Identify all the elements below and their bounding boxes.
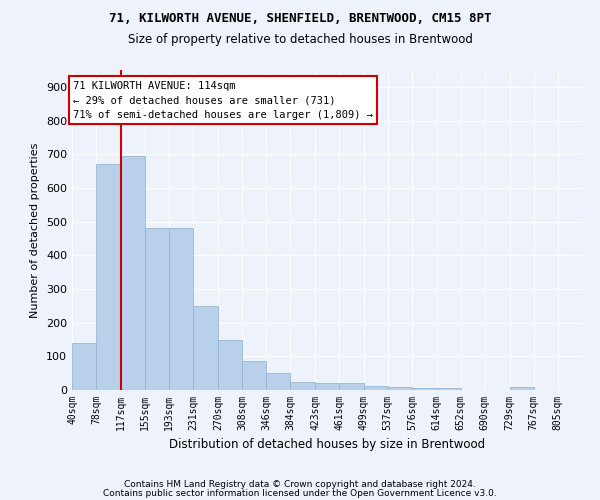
Bar <box>340 384 364 390</box>
Bar <box>193 306 218 390</box>
Bar <box>121 156 145 390</box>
Bar <box>290 382 315 390</box>
Bar <box>169 228 193 390</box>
Bar <box>266 373 290 390</box>
Text: 71 KILWORTH AVENUE: 114sqm
← 29% of detached houses are smaller (731)
71% of sem: 71 KILWORTH AVENUE: 114sqm ← 29% of deta… <box>73 80 373 120</box>
Y-axis label: Number of detached properties: Number of detached properties <box>31 142 40 318</box>
Bar <box>509 388 534 390</box>
Bar <box>72 343 96 390</box>
Text: Contains HM Land Registry data © Crown copyright and database right 2024.: Contains HM Land Registry data © Crown c… <box>124 480 476 489</box>
Bar <box>242 362 266 390</box>
Bar <box>96 164 121 390</box>
Bar <box>412 388 437 390</box>
Bar <box>218 340 242 390</box>
X-axis label: Distribution of detached houses by size in Brentwood: Distribution of detached houses by size … <box>169 438 485 452</box>
Bar <box>437 388 461 390</box>
Text: Size of property relative to detached houses in Brentwood: Size of property relative to detached ho… <box>128 32 472 46</box>
Bar <box>388 386 412 390</box>
Bar <box>315 384 340 390</box>
Bar <box>364 386 388 390</box>
Text: Contains public sector information licensed under the Open Government Licence v3: Contains public sector information licen… <box>103 489 497 498</box>
Text: 71, KILWORTH AVENUE, SHENFIELD, BRENTWOOD, CM15 8PT: 71, KILWORTH AVENUE, SHENFIELD, BRENTWOO… <box>109 12 491 26</box>
Bar <box>145 228 169 390</box>
